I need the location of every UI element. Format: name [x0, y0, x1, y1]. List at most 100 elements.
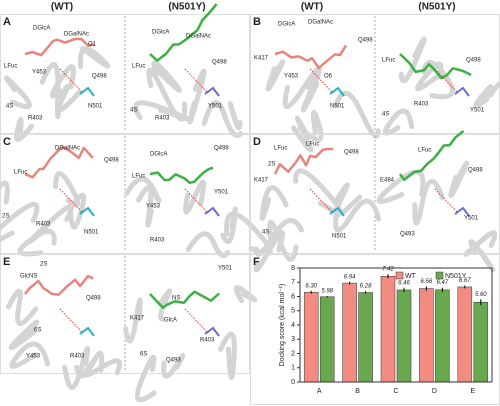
column-header: (WT) [51, 2, 73, 13]
residue-label: LFuc [274, 146, 287, 152]
protein-ribbon [134, 354, 157, 403]
residue-label: 2S [2, 214, 9, 220]
protein-ribbon [265, 59, 286, 92]
residue-label: E484 [380, 178, 395, 184]
value-label: 5.60 [475, 292, 487, 298]
protein-ribbon [333, 182, 363, 218]
residue-label: LFuc [132, 64, 145, 70]
column-header: (N501Y) [418, 2, 455, 13]
panel-letter: F [253, 256, 260, 268]
residue-label: 6S [140, 352, 147, 358]
protein-ribbon [0, 180, 10, 205]
residue-label: DGalNAc [186, 34, 211, 40]
protein-ribbon [333, 90, 381, 139]
value-label: 5.98 [321, 289, 333, 295]
residue-sticks [204, 86, 220, 97]
protein-ribbon [448, 160, 470, 198]
column-header: (WT) [301, 2, 323, 13]
residue-label: Q498 [212, 60, 227, 66]
protein-ribbon [412, 178, 445, 226]
residue-label: R403 [70, 354, 85, 360]
residue-sticks [454, 86, 470, 97]
panel-letter: B [253, 16, 261, 28]
panel-frame [0, 254, 250, 374]
residue-label: DGalNAc [64, 32, 89, 38]
y-tick-label: 1 [291, 365, 295, 372]
h-bond [59, 308, 83, 333]
residue-label: Y501 [214, 190, 229, 196]
residue-label: R403 [28, 116, 43, 122]
y-axis-label: Docking score (kcal mol⁻¹) [279, 284, 286, 367]
protein-ribbon [4, 75, 32, 110]
legend-label: WT [405, 273, 417, 280]
h-bond [59, 68, 83, 93]
value-label: 6.67 [459, 278, 471, 284]
residue-label: 4S [130, 108, 137, 114]
residue-label: DGlcA [152, 30, 169, 36]
value-label: 6.47 [437, 280, 449, 286]
residue-label: Y453 [284, 74, 299, 80]
ligand-sticks [273, 147, 334, 175]
ligand-sticks [398, 129, 465, 181]
ligand-sticks [24, 37, 95, 57]
panel-frame [0, 134, 250, 254]
residue-label: 2S [40, 262, 47, 268]
residue-label: R403 [414, 102, 429, 108]
residue-label: LFuc [382, 58, 395, 64]
residue-label: O6 [324, 74, 333, 80]
residue-label: Q498 [358, 38, 373, 44]
residue-label: LFuc [306, 142, 319, 148]
bar [342, 282, 357, 383]
protein-ribbon [282, 66, 322, 110]
protein-ribbon [187, 68, 207, 125]
protein-ribbon [185, 231, 231, 259]
residue-sticks [204, 206, 220, 217]
residue-label: 4S [262, 230, 269, 236]
panel-letter: D [253, 136, 261, 148]
value-label: 6.28 [360, 284, 372, 290]
x-tick-label: C [393, 388, 398, 395]
bar [396, 289, 412, 383]
protein-ribbon [8, 319, 40, 351]
residue-label: R403 [150, 238, 165, 244]
protein-ribbon [82, 358, 123, 378]
residue-sticks [204, 326, 220, 337]
protein-ribbon [473, 84, 494, 108]
residue-label: NS [172, 296, 180, 302]
h-bond [309, 68, 333, 93]
y-tick-label: 0 [291, 379, 295, 386]
panel-letter: A [3, 16, 11, 28]
x-tick-label: A [317, 388, 322, 395]
bar [380, 276, 396, 383]
residue-label: 4S [6, 104, 13, 110]
residue-label: N501 [84, 230, 99, 236]
residue-label: K417 [254, 178, 269, 184]
protein-ribbon [161, 352, 186, 379]
h-bond [184, 188, 208, 213]
x-tick-label: E [470, 388, 475, 395]
ligand-sticks [24, 274, 94, 296]
h-bond [59, 188, 83, 213]
protein-ribbon [183, 179, 207, 215]
protein-ribbon [201, 100, 244, 138]
residue-label: Y501 [470, 108, 485, 114]
panel-letter: C [3, 136, 11, 148]
x-tick-label: B [355, 388, 360, 395]
y-tick-label: 7 [291, 279, 295, 286]
protein-ribbon [218, 331, 237, 381]
value-label: 6.56 [421, 279, 433, 285]
residue-label: Q498 [104, 158, 119, 164]
protein-ribbon [9, 341, 51, 369]
residue-label: Q493 [400, 232, 415, 238]
protein-ribbon [487, 80, 500, 98]
h-bond [184, 308, 208, 333]
residue-label: DGalNAc [308, 20, 333, 26]
residue-label: Q498 [92, 74, 107, 80]
y-tick-label: 5 [291, 308, 295, 315]
protein-ribbon [56, 83, 82, 113]
protein-ribbon [133, 100, 192, 122]
residue-label: GlcNS [20, 274, 37, 280]
protein-ribbon [157, 288, 173, 322]
protein-ribbon [124, 176, 162, 204]
